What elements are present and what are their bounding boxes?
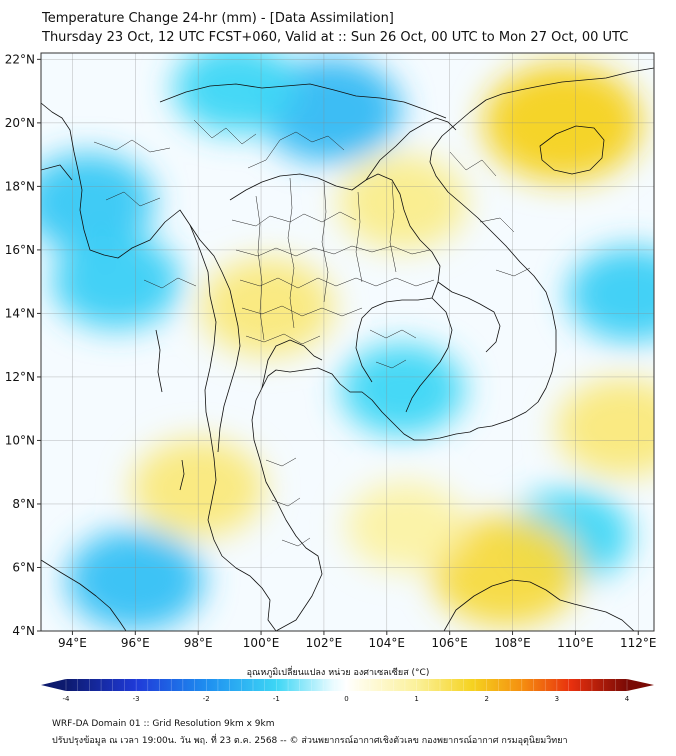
- warming-anomaly-9: [338, 154, 467, 250]
- lat-tick-label: 6°N: [12, 560, 35, 574]
- lat-tick-label: 14°N: [5, 306, 35, 320]
- map-frame: [40, 52, 655, 632]
- thailand-peninsula-west-coast: [207, 519, 277, 631]
- latitude-tick-labels: 22°N 20°N 18°N 16°N 14°N 12°N 10°N 8°N 6°N 4°N: [5, 52, 41, 638]
- colorbar-tick-label: -3: [133, 695, 140, 703]
- cooling-anomaly-3: [52, 234, 181, 330]
- lon-tick-label: 98°E: [184, 636, 213, 650]
- colorbar-low-extension: [41, 679, 66, 691]
- borneo-coastline: [443, 579, 635, 631]
- sumatra-coastline: [41, 559, 127, 631]
- colorbar-tick-label: 3: [555, 695, 559, 703]
- colorbar-tick-label: 1: [414, 695, 418, 703]
- thailand-northern-border: [229, 173, 441, 299]
- warming-anomaly-10: [200, 257, 334, 357]
- lon-tick-label: 104°E: [369, 636, 406, 650]
- warming-anomaly-14: [556, 378, 654, 477]
- cooling-anomaly-6: [567, 246, 654, 342]
- colorbar-tick-label: 4: [625, 695, 630, 703]
- thailand-peninsula-east-coast: [251, 367, 479, 631]
- lon-tick-label: 112°E: [620, 636, 657, 650]
- footer-model-info: WRF-DA Domain 01 :: Grid Resolution 9km …: [52, 719, 275, 729]
- andaman-islands: [155, 329, 163, 393]
- lon-tick-label: 100°E: [243, 636, 280, 650]
- lat-tick-label: 20°N: [5, 116, 35, 130]
- colorbar-tick-label: 2: [485, 695, 489, 703]
- lon-tick-label: 110°E: [557, 636, 594, 650]
- lat-tick-label: 18°N: [5, 179, 35, 193]
- china-border: [159, 83, 447, 119]
- lon-tick-label: 96°E: [121, 636, 150, 650]
- province-boundaries: [93, 119, 531, 547]
- hainan-island: [539, 125, 605, 175]
- gulf-of-thailand-head: [261, 339, 323, 389]
- chart-subtitle: Thursday 23 Oct, 12 UTC FCST+060, Valid …: [42, 30, 629, 45]
- colorbar-tick-label: -4: [63, 695, 71, 703]
- cooling-anomaly-2: [41, 153, 155, 252]
- nicobar-islands: [179, 459, 185, 491]
- colorbar-title: อุณหภูมิเปลี่ยนแปลง หน่วย องศาเซลเซียส (…: [246, 668, 430, 678]
- lat-tick-label: 22°N: [5, 52, 35, 66]
- myanmar-thailand-border: [189, 224, 241, 453]
- colorbar-tick-label: -2: [203, 695, 210, 703]
- myanmar-coastline: [41, 102, 217, 521]
- lat-tick-label: 10°N: [5, 433, 35, 447]
- footer-credit: ปรับปรุงข้อมูล ณ เวลา 19:00น. วัน พฤ. ที…: [52, 736, 568, 746]
- myanmar-inland-border: [41, 164, 73, 181]
- laos-vietnam-border: [365, 117, 457, 181]
- lat-tick-label: 8°N: [12, 497, 35, 511]
- lon-tick-label: 94°E: [58, 636, 87, 650]
- chart-title: Temperature Change 24-hr (mm) - [Data As…: [42, 11, 394, 26]
- coastlines-and-borders: [41, 67, 654, 631]
- laos-southern-border: [437, 281, 501, 353]
- warming-anomaly-11: [431, 515, 582, 627]
- thailand-cambodia-border: [355, 297, 433, 383]
- colorbar: -4 -3 -2 -1 0 1 2 3 4: [41, 679, 654, 703]
- lat-tick-label: 16°N: [5, 243, 35, 257]
- warming-anomaly-13: [345, 481, 466, 571]
- colorbar-ticks: -4 -3 -2 -1 0 1 2 3 4: [63, 679, 630, 703]
- lon-tick-label: 106°E: [431, 636, 468, 650]
- cooling-anomaly-5: [340, 343, 465, 436]
- lon-tick-label: 108°E: [494, 636, 531, 650]
- lat-tick-label: 4°N: [12, 624, 35, 638]
- vietnam-coastline: [429, 67, 654, 429]
- lat-tick-label: 12°N: [5, 370, 35, 384]
- map-plot-area: [41, 53, 654, 631]
- cooling-anomaly-1: [173, 53, 298, 134]
- colorbar-high-extension: [627, 679, 654, 691]
- longitude-tick-labels: 94°E 96°E 98°E 100°E 102°E 104°E 106°E 108°E 110…: [58, 631, 657, 650]
- lon-tick-label: 102°E: [306, 636, 343, 650]
- cambodia-vietnam-border: [405, 297, 453, 413]
- colorbar-tick-label: 0: [344, 695, 348, 703]
- colorbar-tick-label: -1: [273, 695, 280, 703]
